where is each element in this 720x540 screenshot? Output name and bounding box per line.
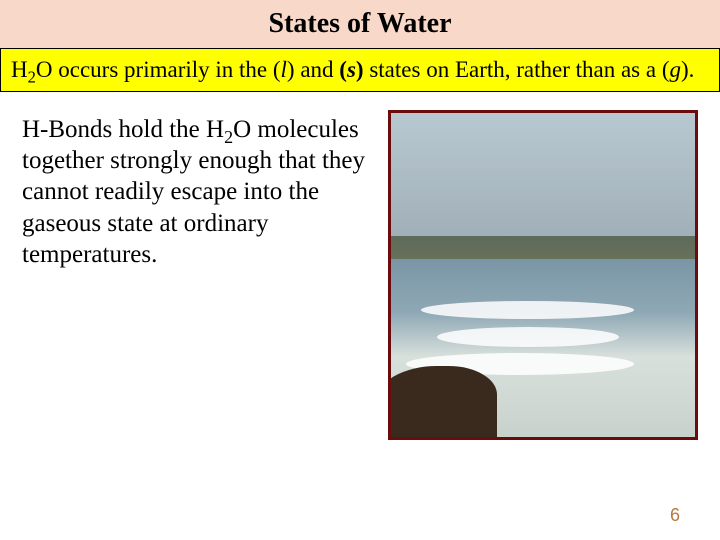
image-sky (391, 113, 695, 249)
stmt-s-close: ) (356, 57, 364, 82)
stmt-mid2: ) and (287, 57, 339, 82)
stmt-h: H (11, 57, 28, 82)
stmt-mid3: states on Earth, rather than as a ( (364, 57, 670, 82)
image-rocks (388, 366, 497, 437)
slide-title: States of Water (269, 8, 452, 40)
body-text: H-Bonds hold the H2O molecules together … (22, 110, 374, 440)
body-pre: H-Bonds hold the H (22, 116, 224, 143)
title-bar: States of Water (0, 0, 720, 48)
stmt-mid1: O occurs primarily in the ( (36, 57, 281, 82)
stmt-sub1: 2 (28, 68, 36, 87)
highlight-statement: H2O occurs primarily in the (l) and (s) … (0, 48, 720, 92)
content-row: H-Bonds hold the H2O molecules together … (0, 92, 720, 440)
stmt-s-open: ( (339, 57, 347, 82)
coastal-image (388, 110, 698, 440)
page-number: 6 (670, 505, 680, 526)
stmt-s: s (347, 57, 356, 82)
stmt-g: g (670, 57, 682, 82)
body-sub: 2 (224, 127, 233, 147)
image-wave (437, 327, 619, 347)
stmt-end: ). (681, 57, 694, 82)
image-wave (421, 301, 634, 319)
